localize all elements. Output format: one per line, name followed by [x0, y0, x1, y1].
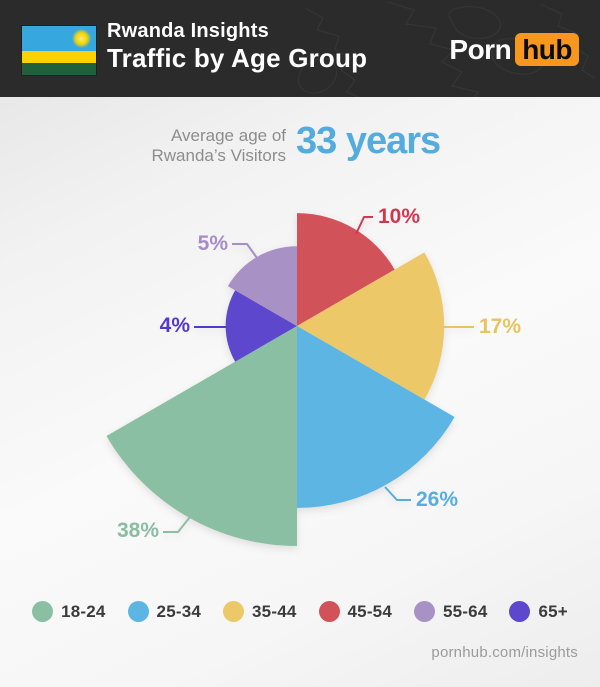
rwanda-flag [22, 26, 96, 75]
header: Rwanda Insights Traffic by Age Group Por… [0, 0, 600, 97]
flag-blue-band [22, 26, 96, 51]
pct-label-65+: 4% [159, 314, 190, 337]
legend-dot-icon [127, 601, 149, 622]
legend-label: 55-64 [443, 601, 488, 621]
flag-sun-icon [72, 29, 91, 48]
legend-item-35-44: 35-44 [223, 601, 296, 622]
legend-item-25-34: 25-34 [127, 601, 202, 622]
pct-label-18-24: 38% [116, 519, 159, 542]
average-age-label-line2: Rwanda’s Visitors [151, 146, 287, 165]
slice-35-44 [297, 252, 445, 400]
pct-label-55-64: 5% [197, 232, 228, 255]
slice-45-54 [297, 213, 395, 326]
slice-55-64 [227, 246, 297, 326]
logo-porn-text: Porn [449, 33, 512, 65]
legend-item-18-24: 18-24 [32, 601, 105, 622]
legend-dot-icon [509, 601, 531, 622]
pornhub-logo: Porn hub [449, 33, 579, 66]
pct-label-45-54: 10% [378, 205, 421, 228]
legend-label: 25-34 [156, 601, 202, 621]
legend-dot-icon [223, 601, 245, 622]
chart-legend: 18-24 25-34 35-44 45-54 55-64 65+ [0, 601, 600, 622]
legend-dot-icon [318, 601, 340, 622]
slice-65+ [225, 290, 297, 362]
slice-18-24 [106, 326, 297, 546]
callout-line-18-24 [163, 516, 191, 533]
flag-yellow-band [22, 51, 96, 63]
average-age-label: Average age of Rwanda’s Visitors [0, 126, 287, 166]
legend-item-55-64: 55-64 [414, 601, 487, 622]
callout-line-45-54 [355, 216, 373, 235]
legend-label: 45-54 [347, 601, 392, 621]
legend-label: 35-44 [252, 601, 297, 621]
average-age-value: 33 years [296, 120, 441, 162]
legend-item-65+: 65+ [509, 601, 568, 622]
header-titles: Rwanda Insights Traffic by Age Group [107, 19, 367, 73]
callout-line-25-34 [384, 486, 411, 501]
flag-green-band [22, 63, 96, 75]
legend-item-45-54: 45-54 [318, 601, 392, 622]
average-age-label-line1: Average age of [171, 126, 286, 145]
pct-label-35-44: 17% [479, 315, 522, 338]
callout-line-55-64 [232, 243, 258, 259]
page-subtitle: Traffic by Age Group [107, 43, 368, 73]
legend-label: 18-24 [61, 601, 106, 621]
footer-url: pornhub.com/insights [431, 644, 578, 661]
page-title: Rwanda Insights [107, 20, 269, 42]
legend-dot-icon [414, 601, 435, 622]
legend-dot-icon [32, 601, 54, 622]
slice-25-34 [297, 326, 455, 508]
legend-label: 65+ [538, 601, 568, 621]
pct-label-25-34: 26% [416, 488, 459, 511]
logo-hub-badge: hub [515, 33, 579, 66]
